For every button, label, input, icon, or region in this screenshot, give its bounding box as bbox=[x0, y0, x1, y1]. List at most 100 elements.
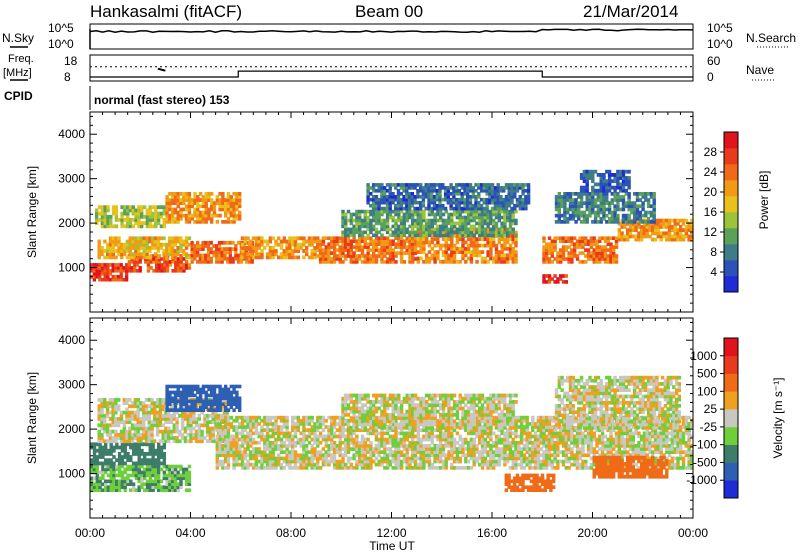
echo-cell bbox=[164, 426, 168, 431]
echo-cell bbox=[221, 207, 225, 212]
echo-cell bbox=[197, 429, 201, 434]
echo-cell bbox=[425, 224, 429, 229]
echo-cell bbox=[310, 242, 314, 247]
echo-cell bbox=[148, 246, 152, 250]
echo-cell bbox=[430, 234, 434, 238]
echo-cell bbox=[557, 220, 561, 224]
echo-cell bbox=[318, 456, 323, 461]
echo-cell bbox=[352, 254, 356, 258]
echo-cell bbox=[634, 228, 638, 232]
echo-cell bbox=[344, 254, 348, 258]
echo-cell bbox=[238, 396, 242, 401]
echo-cell bbox=[215, 396, 219, 401]
echo-cell bbox=[497, 256, 501, 261]
echo-cell bbox=[441, 243, 446, 248]
echo-cell bbox=[229, 447, 233, 451]
echo-cell bbox=[589, 242, 594, 246]
echo-cell bbox=[436, 240, 440, 245]
echo-cell bbox=[137, 205, 141, 210]
echo-cell bbox=[249, 415, 253, 420]
echo-cell bbox=[310, 415, 314, 420]
echo-cell bbox=[254, 450, 259, 454]
echo-cell bbox=[567, 260, 571, 264]
echo-cell bbox=[475, 253, 479, 258]
echo-cell bbox=[455, 246, 460, 251]
echo-cell bbox=[419, 206, 423, 211]
echo-cell bbox=[168, 396, 172, 401]
echo-cell bbox=[582, 179, 587, 184]
echo-cell bbox=[223, 253, 227, 258]
echo-cell bbox=[607, 179, 612, 184]
echo-cell bbox=[196, 198, 200, 202]
echo-cell bbox=[100, 272, 105, 276]
echo-cell bbox=[120, 464, 125, 469]
echo-cell bbox=[235, 384, 239, 389]
echo-cell bbox=[513, 195, 517, 199]
echo-cell bbox=[559, 251, 563, 255]
echo-cell bbox=[466, 189, 470, 193]
echo-cell bbox=[667, 218, 672, 223]
echo-cell bbox=[463, 192, 467, 196]
echo-cell bbox=[184, 476, 189, 481]
echo-cell bbox=[327, 447, 331, 451]
echo-cell bbox=[137, 488, 141, 492]
echo-cell bbox=[226, 207, 231, 212]
echo-cell bbox=[254, 415, 259, 420]
echo-cell bbox=[142, 249, 146, 253]
echo-cell bbox=[154, 448, 158, 453]
echo-cell bbox=[380, 195, 384, 199]
echo-cell bbox=[134, 252, 138, 257]
echo-cell bbox=[455, 221, 460, 226]
echo-cell bbox=[229, 434, 233, 439]
echo-cell bbox=[263, 447, 267, 451]
echo-cell bbox=[503, 246, 507, 251]
echo-cell bbox=[116, 263, 121, 267]
echo-cell bbox=[114, 432, 118, 437]
echo-cell bbox=[486, 243, 490, 248]
echo-cell bbox=[402, 186, 406, 190]
echo-cell bbox=[142, 420, 146, 424]
echo-cell bbox=[215, 256, 219, 261]
echo-cell bbox=[603, 239, 608, 243]
echo-cell bbox=[159, 452, 164, 456]
echo-cell bbox=[553, 280, 557, 284]
echo-cell bbox=[279, 466, 284, 470]
echo-cell bbox=[421, 197, 426, 202]
echo-cell bbox=[162, 470, 166, 475]
echo-cell bbox=[131, 205, 135, 210]
echo-cell bbox=[511, 221, 515, 226]
echo-cell bbox=[265, 415, 270, 420]
echo-cell bbox=[396, 197, 401, 202]
echo-cell bbox=[235, 456, 239, 461]
echo-cell bbox=[167, 429, 171, 434]
echo-cell bbox=[641, 207, 645, 212]
echo-cell bbox=[215, 405, 219, 409]
echo-cell bbox=[458, 259, 462, 264]
echo-cell bbox=[596, 173, 601, 177]
echo-cell bbox=[145, 224, 150, 229]
echo-cell bbox=[497, 237, 501, 242]
echo-cell bbox=[302, 459, 306, 464]
echo-cell bbox=[204, 393, 208, 398]
echo-cell bbox=[526, 183, 531, 187]
echo-cell bbox=[510, 206, 514, 211]
echo-cell bbox=[374, 260, 379, 264]
echo-cell bbox=[346, 242, 351, 246]
echo-cell bbox=[592, 260, 596, 264]
echo-cell bbox=[148, 442, 152, 447]
echo-cell bbox=[143, 458, 147, 463]
echo-cell bbox=[568, 216, 573, 221]
echo-cell bbox=[128, 436, 132, 440]
echo-cell bbox=[179, 198, 183, 202]
echo-cell bbox=[355, 245, 359, 249]
echo-cell bbox=[145, 470, 150, 475]
echo-cell bbox=[564, 280, 568, 284]
echo-cell bbox=[338, 248, 342, 252]
echo-cell bbox=[246, 422, 250, 426]
cpid-label: CPID bbox=[4, 89, 33, 103]
echo-cell bbox=[174, 260, 178, 264]
echo-cell bbox=[483, 227, 487, 232]
echo-cell bbox=[318, 418, 323, 423]
echo-cell bbox=[321, 434, 326, 439]
echo-cell bbox=[282, 418, 286, 423]
